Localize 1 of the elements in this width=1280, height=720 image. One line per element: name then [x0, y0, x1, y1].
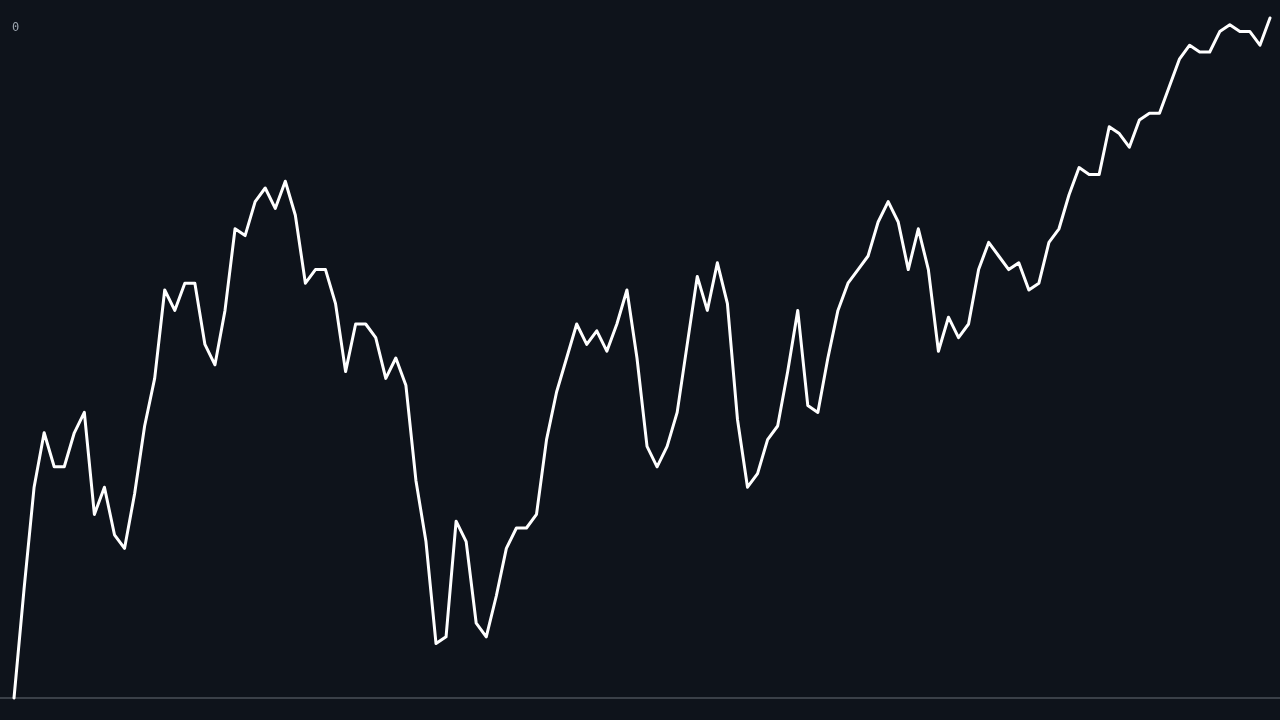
annotation: 0 — [12, 20, 20, 34]
